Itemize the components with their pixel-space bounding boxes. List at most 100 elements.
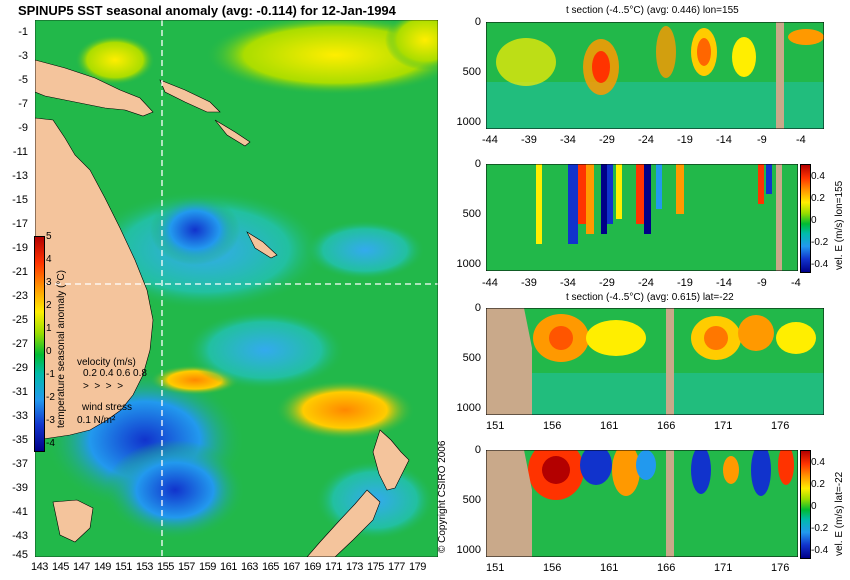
lat-tick: -37 <box>12 458 28 470</box>
x-tick: -4 <box>791 277 801 289</box>
y-tick: 1000 <box>456 116 481 128</box>
panel3-x-axis: 151 156 161 166 171 176 <box>486 420 824 434</box>
lon-tick: 169 <box>304 561 321 573</box>
x-tick: -4 <box>796 134 806 146</box>
y-tick: 1000 <box>456 258 481 270</box>
colorbar-tick: -2 <box>46 392 55 403</box>
lat-tick: -41 <box>12 506 28 518</box>
x-tick: -9 <box>757 277 767 289</box>
sst-colorbar <box>34 236 45 452</box>
colorbar-tick: -3 <box>46 415 55 426</box>
wind-legend-title: wind stress <box>82 402 133 413</box>
lat-tick: -5 <box>18 74 28 86</box>
lat-tick: -45 <box>12 549 28 561</box>
panel4-colorbar <box>800 450 811 559</box>
colorbar-tick: 0 <box>811 501 817 512</box>
x-tick: -44 <box>482 134 498 146</box>
lon-tick: 179 <box>409 561 426 573</box>
lat-tick: -23 <box>12 290 28 302</box>
colorbar-tick: 0.4 <box>811 171 825 182</box>
copyright: © Copyright CSIRO 2006 <box>437 440 448 553</box>
lat-tick: -19 <box>12 242 28 254</box>
y-tick: 500 <box>462 208 481 220</box>
colorbar-tick: 0.2 <box>811 193 825 204</box>
lon-tick: 143 <box>31 561 48 573</box>
lat-tick: -33 <box>12 410 28 422</box>
lon-tick: 167 <box>283 561 300 573</box>
map-lon-axis: 143 145 147 149 151 153 155 157 159 161 … <box>31 561 440 577</box>
lat-tick: -9 <box>18 122 28 134</box>
x-tick: -34 <box>560 134 576 146</box>
colorbar-tick: 0.4 <box>811 457 825 468</box>
y-tick: 500 <box>462 352 481 364</box>
colorbar-tick: 0 <box>46 346 52 357</box>
x-tick: 166 <box>657 562 676 574</box>
lon-tick: 157 <box>178 561 195 573</box>
x-tick: 176 <box>771 562 790 574</box>
lon-tick: 175 <box>367 561 384 573</box>
x-tick: -44 <box>482 277 498 289</box>
colorbar-tick: -4 <box>46 438 55 449</box>
panel1-temp-section <box>486 22 824 129</box>
panel2-colorbar <box>800 164 811 273</box>
lat-tick: -3 <box>18 50 28 62</box>
colorbar-tick: 5 <box>46 231 52 242</box>
lon-tick: 145 <box>52 561 69 573</box>
x-tick: -29 <box>599 134 615 146</box>
lon-tick: 159 <box>199 561 216 573</box>
panel4-colorbar-ticks: 0.4 0.2 0 -0.2 -0.4 <box>811 457 831 564</box>
lon-tick: 173 <box>346 561 363 573</box>
x-tick: 176 <box>771 420 790 432</box>
lat-tick: -15 <box>12 194 28 206</box>
lon-tick: 151 <box>115 561 132 573</box>
x-tick: 156 <box>543 562 562 574</box>
x-tick: -34 <box>560 277 576 289</box>
x-tick: -29 <box>599 277 615 289</box>
y-tick: 1000 <box>456 544 481 556</box>
panel4-x-axis: 151 156 161 166 171 176 <box>486 562 824 576</box>
colorbar-tick: -0.2 <box>811 523 829 534</box>
lat-tick: -17 <box>12 218 28 230</box>
panel2-colorbar-ticks: 0.4 0.2 0 -0.2 -0.4 <box>811 171 831 278</box>
lon-tick: 149 <box>94 561 111 573</box>
lon-tick: 177 <box>388 561 405 573</box>
x-tick: -24 <box>638 134 654 146</box>
y-tick: 0 <box>474 444 481 456</box>
lon-tick: 153 <box>136 561 153 573</box>
lat-tick: -11 <box>12 146 28 158</box>
panel2-colorbar-label: vel. E (m/s) lon=155 <box>834 180 845 270</box>
panel4-velocity-section <box>486 450 798 557</box>
colorbar-tick: 3 <box>46 277 52 288</box>
x-tick: -19 <box>677 134 693 146</box>
x-tick: -14 <box>716 134 732 146</box>
panel2-x-axis: -44 -39 -34 -29 -24 -19 -14 -9 -4 <box>482 277 824 291</box>
x-tick: -9 <box>757 134 767 146</box>
lat-tick: -43 <box>12 530 28 542</box>
colorbar-tick: -0.4 <box>811 259 829 270</box>
lat-tick: -35 <box>12 434 28 446</box>
lat-tick: -25 <box>12 314 28 326</box>
x-tick: 151 <box>486 562 505 574</box>
velocity-legend-title: velocity (m/s) <box>77 357 136 368</box>
panel1-x-axis: -44 -39 -34 -29 -24 -19 -14 -9 -4 <box>482 134 824 148</box>
x-tick: 161 <box>600 562 619 574</box>
map-title: SPINUP5 SST seasonal anomaly (avg: -0.11… <box>18 3 396 18</box>
velocity-legend-arrows: > > > > <box>83 381 124 392</box>
colorbar-tick: -0.2 <box>811 237 829 248</box>
y-tick: 0 <box>474 158 481 170</box>
lat-tick: -1 <box>18 26 28 38</box>
y-tick: 0 <box>474 302 481 314</box>
y-tick: 0 <box>474 16 481 28</box>
x-tick: -19 <box>677 277 693 289</box>
x-tick: 156 <box>543 420 562 432</box>
colorbar-tick: 0.2 <box>811 479 825 490</box>
x-tick: -39 <box>521 134 537 146</box>
lon-tick: 171 <box>325 561 342 573</box>
x-tick: -24 <box>638 277 654 289</box>
colorbar-label: temperature seasonal anomaly (°C) <box>56 270 67 428</box>
panel3-title: t section (-4..5°C) (avg: 0.615) lat=-22 <box>566 292 734 303</box>
map-lat-axis: -1 -3 -5 -7 -9 -11 -13 -15 -17 -19 -21 -… <box>0 20 33 561</box>
lon-tick: 163 <box>241 561 258 573</box>
x-tick: -14 <box>716 277 732 289</box>
lon-tick: 165 <box>262 561 279 573</box>
